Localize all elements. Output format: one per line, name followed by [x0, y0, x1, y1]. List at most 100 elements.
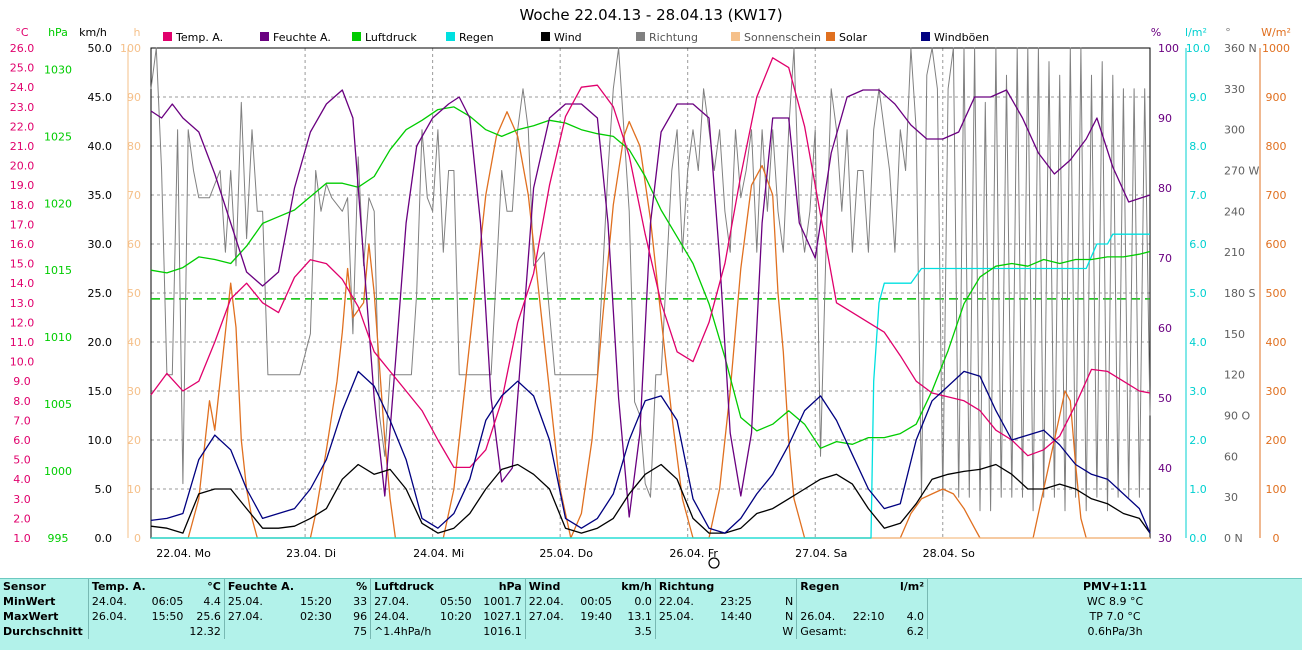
- temp-axis-tick: 15.0: [10, 258, 35, 271]
- wind-axis-tick: 0.0: [95, 532, 113, 545]
- rain-max-date: 26.04.: [796, 609, 850, 624]
- wind-axis-tick: 45.0: [88, 91, 113, 104]
- temp-axis-tick: 1.0: [13, 532, 31, 545]
- press-axis-tick: 1015: [44, 264, 72, 277]
- solar-axis-tick: 200: [1266, 434, 1287, 447]
- temp-axis-tick: 9.0: [13, 375, 31, 388]
- x-tick-label: 25.04. Do: [539, 547, 593, 560]
- rain-total-label: Gesamt:: [796, 624, 850, 639]
- legend-item: Luftdruck: [352, 31, 417, 44]
- temp-max-value: 25.6: [196, 610, 221, 623]
- dir-max-value: N: [785, 610, 794, 623]
- solar-axis-tick: 400: [1266, 336, 1287, 349]
- legend-item: Temp. A.: [163, 31, 223, 44]
- legend-label: Regen: [459, 31, 494, 44]
- pmv-tp: TP 7.0 °C: [927, 609, 1302, 624]
- solar-axis-tick: 1000: [1262, 42, 1290, 55]
- wind-axis-tick: 5.0: [95, 483, 113, 496]
- rain-axis-tick: 1.0: [1189, 483, 1207, 496]
- press-axis-tick: 1010: [44, 331, 72, 344]
- chart-title: Woche 22.04.13 - 28.04.13 (KW17): [519, 6, 782, 24]
- temp-axis-tick: 24.0: [10, 81, 35, 94]
- rain-axis-tick: 3.0: [1189, 385, 1207, 398]
- sun-axis-tick: 100: [120, 42, 141, 55]
- stats-row-avg: Durchschnitt: [3, 625, 83, 638]
- dir-axis-tick: 60: [1224, 450, 1238, 463]
- temp-axis-tick: 13.0: [10, 297, 35, 310]
- wind-axis-tick: 30.0: [88, 238, 113, 251]
- stats-row-max: MaxWert: [3, 610, 59, 623]
- press-avg-value: 1016.1: [483, 625, 522, 638]
- rain-axis-tick: 0.0: [1189, 532, 1207, 545]
- temp-axis-tick: 8.0: [13, 395, 31, 408]
- solar-axis-tick: 300: [1266, 385, 1287, 398]
- temp-axis-tick: 25.0: [10, 62, 35, 75]
- wind-axis-tick: 15.0: [88, 385, 113, 398]
- press-min-value: 1001.7: [483, 595, 522, 608]
- hum-avg-value: 75: [353, 625, 368, 638]
- dir-axis-tick: 210: [1224, 246, 1245, 259]
- solar-axis-tick: 500: [1266, 287, 1287, 300]
- solar-axis-unit: W/m²: [1261, 26, 1291, 39]
- legend-swatch: [826, 32, 835, 41]
- stats-unit-temp: °C: [207, 580, 221, 593]
- wind-axis-unit: km/h: [79, 26, 107, 39]
- legend-label: Solar: [839, 31, 868, 44]
- hum-axis-tick: 30: [1158, 532, 1172, 545]
- series-luftdruck: [150, 106, 1151, 449]
- sun-axis-tick: 0: [134, 532, 141, 545]
- temp-max-date: 26.04.: [87, 609, 149, 624]
- wind-axis-tick: 10.0: [88, 434, 113, 447]
- temp-axis-tick: 18.0: [10, 199, 35, 212]
- press-axis-tick: 1030: [44, 63, 72, 76]
- legend-item: Regen: [446, 31, 494, 44]
- sun-axis-tick: 50: [127, 287, 141, 300]
- temp-max-time: 15:50: [151, 610, 184, 623]
- press-max-value: 1027.1: [483, 610, 522, 623]
- temp-axis-tick: 26.0: [10, 42, 35, 55]
- x-tick-label: 28.04. So: [923, 547, 975, 560]
- hum-axis-tick: 100: [1158, 42, 1179, 55]
- temp-min-value: 4.4: [203, 595, 221, 608]
- x-tick-label: 23.04. Di: [286, 547, 336, 560]
- hum-max-time: 02:30: [300, 610, 332, 623]
- legend-item: Feuchte A.: [260, 31, 331, 44]
- temp-axis-tick: 16.0: [10, 238, 35, 251]
- press-max-time: 10:20: [439, 610, 472, 623]
- temp-axis-unit: °C: [15, 26, 29, 39]
- sun-axis-tick: 20: [127, 434, 141, 447]
- temp-axis-tick: 12.0: [10, 316, 35, 329]
- legend-label: Windböen: [934, 31, 989, 44]
- solar-axis-tick: 900: [1266, 91, 1287, 104]
- dir-axis-tick: 330: [1224, 83, 1245, 96]
- press-trend: ^1.4hPa/h: [370, 624, 437, 639]
- hum-axis-tick: 60: [1158, 322, 1172, 335]
- solar-axis-tick: 800: [1266, 140, 1287, 153]
- wind-min-time: 00:05: [580, 595, 612, 608]
- dir-min-value: N: [785, 595, 794, 608]
- hum-axis-tick: 50: [1158, 392, 1172, 405]
- hum-axis-tick: 90: [1158, 112, 1172, 125]
- sun-axis-tick: 90: [127, 91, 141, 104]
- dir-min-time: 23:25: [720, 595, 752, 608]
- temp-axis-tick: 20.0: [10, 160, 35, 173]
- legend-swatch: [446, 32, 455, 41]
- legend-swatch: [541, 32, 550, 41]
- rain-axis-tick: 2.0: [1189, 434, 1207, 447]
- wind-max-time: 19:40: [580, 610, 612, 623]
- axis-ticks: 26.0 25.0 24.0 23.0 22.0 21.0 20.0 19.0 18.0 17.0…: [10, 42, 1290, 545]
- wind-max-date: 27.04.: [524, 609, 578, 624]
- wind-axis-tick: 20.0: [88, 336, 113, 349]
- dir-axis-tick: 90 O: [1224, 410, 1250, 423]
- hum-max-date: 27.04.: [223, 609, 298, 624]
- legend-label: Richtung: [649, 31, 698, 44]
- temp-axis-tick: 19.0: [10, 179, 35, 192]
- legend-swatch: [163, 32, 172, 41]
- temp-min-date: 24.04.: [87, 594, 149, 609]
- dir-axis-tick: 120: [1224, 369, 1245, 382]
- press-min-date: 27.04.: [370, 594, 437, 609]
- temp-min-time: 06:05: [151, 595, 184, 608]
- temp-axis-tick: 17.0: [10, 218, 35, 231]
- press-axis-tick: 1025: [44, 130, 72, 143]
- stats-header-pmv: PMV+1:11: [927, 579, 1302, 594]
